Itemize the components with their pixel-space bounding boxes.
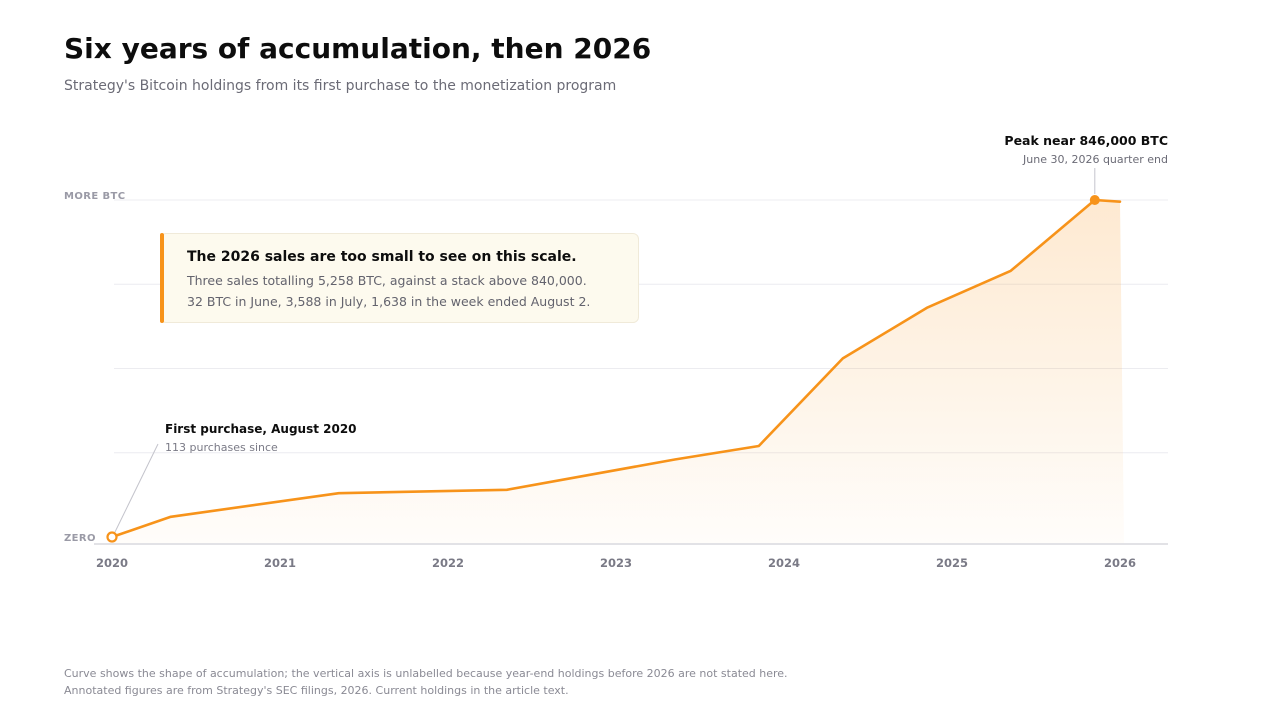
x-tick-label: 2025: [936, 556, 968, 570]
callout-line: 32 BTC in June, 3,588 in July, 1,638 in …: [187, 294, 591, 309]
x-tick-label: 2022: [432, 556, 464, 570]
start-annotation-leader: [114, 443, 159, 533]
callout-accent-bar: [160, 233, 164, 323]
series-line: [110, 198, 1122, 539]
callout-title: The 2026 sales are too small to see on t…: [187, 249, 577, 265]
peak-annotation-title: Peak near 846,000 BTC: [1004, 133, 1168, 148]
y-axis-label-bottom: ZERO: [64, 533, 96, 544]
callout-box: The 2026 sales are too small to see on t…: [160, 233, 639, 323]
peak-annotation-detail: June 30, 2026 quarter end: [1022, 153, 1168, 166]
peak-point: [1089, 195, 1100, 205]
x-tick-label: 2020: [96, 556, 128, 570]
annotations: First purchase, August 2020 113 purchases…: [114, 133, 1168, 533]
axes: MORE BTC ZERO 2020 2021 2022 2023 2024 2025 2026: [64, 191, 1168, 570]
series-holdings: [106, 195, 1124, 543]
y-axis-label-top: MORE BTC: [64, 191, 125, 202]
x-tick-label: 2024: [768, 556, 800, 570]
x-tick-label: 2021: [264, 556, 296, 570]
start-annotation-detail: 113 purchases since: [165, 441, 278, 454]
callout-line: Three sales totalling 5,258 BTC, against…: [187, 273, 587, 288]
x-tick-label: 2026: [1104, 556, 1136, 570]
start-annotation-title: First purchase, August 2020: [165, 422, 357, 436]
page-title: Six years of accumulation, then 2026: [64, 32, 652, 65]
start-point: [106, 531, 118, 543]
x-tick-label: 2023: [600, 556, 632, 570]
page-subtitle: Strategy's Bitcoin holdings from its fir…: [64, 78, 617, 94]
series-area: [112, 200, 1124, 543]
footnote: Curve shows the shape of accumulation; t…: [64, 667, 788, 680]
footnote: Annotated figures are from Strategy's SE…: [64, 684, 569, 697]
